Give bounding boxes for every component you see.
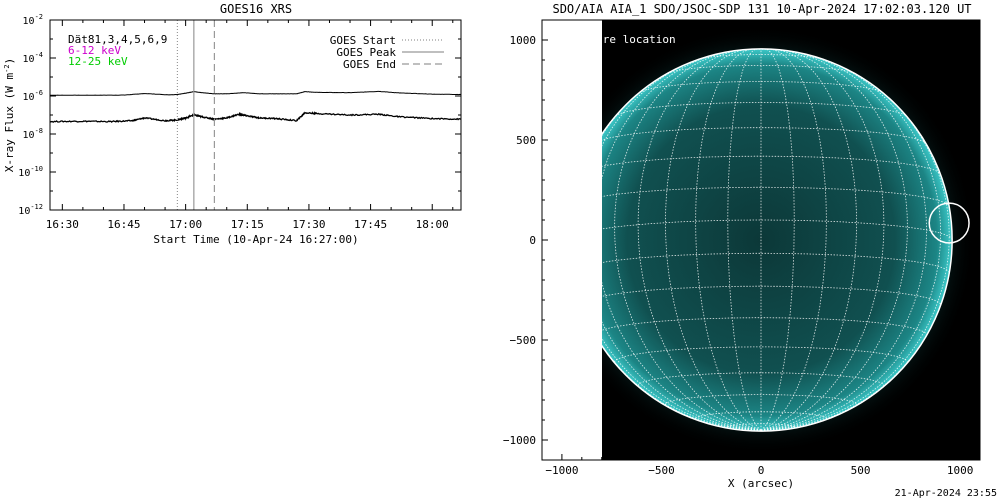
- goes-y-tick-base: 10: [18, 206, 30, 217]
- goes-x-axis-label: Start Time (10-Apr-24 16:27:00): [153, 233, 358, 246]
- aia-x-tick-label: −500: [648, 464, 675, 477]
- goes-y-tick-label: 10-4: [23, 51, 43, 65]
- goes-y-tick-base: 10: [23, 92, 35, 103]
- goes-xrs-plot: GOES16 XRS 16:30 16:45 17:00 17:15 17:30 17:4…: [3, 2, 462, 246]
- grid-longitude-line: [760, 76, 950, 431]
- grid-latitude-line: [665, 394, 857, 405]
- goes-y-tick-exponent: -12: [30, 203, 43, 211]
- grid-longitude-line: [760, 49, 858, 431]
- goes-plot-title: GOES16 XRS: [220, 2, 292, 16]
- goes-x-tick-label: 18:00: [416, 218, 449, 231]
- goes-series-short: [50, 111, 461, 124]
- heliographic-grid: [602, 48, 953, 431]
- grid-longitude-line: [760, 50, 908, 431]
- goes-y-tick-label: 10-6: [23, 89, 43, 103]
- grid-longitude-line: [760, 56, 942, 431]
- goes-x-tick-label: 16:30: [46, 218, 79, 231]
- goes-y-axis-label-sup: -2: [3, 64, 11, 72]
- goes-info-line: Dät81,3,4,5,6,9: [68, 33, 167, 46]
- aia-image-plot: SDO/AIA AIA_1 SDO/JSOC-SDP 131 10-Apr-20…: [503, 2, 981, 490]
- goes-y-axis-label-main: X-ray Flux (W m: [3, 72, 16, 172]
- goes-y-axis-label-close: ): [3, 58, 16, 65]
- aia-y-tick-label: −500: [510, 334, 537, 347]
- grid-latitude-line: [602, 127, 927, 145]
- aia-y-tick-label: 500: [516, 134, 536, 147]
- grid-longitude-line: [664, 49, 762, 431]
- goes-legend-label: GOES Peak: [336, 46, 396, 59]
- flare-location-annotation: re location: [603, 33, 676, 46]
- goes-y-tick-exponent: -6: [35, 89, 43, 97]
- goes-x-tick-label: 17:00: [169, 218, 202, 231]
- aia-y-tick-label: 0: [529, 234, 536, 247]
- aia-y-tick-label: 1000: [510, 34, 537, 47]
- goes-y-tick-base: 10: [23, 16, 35, 27]
- footer-timestamp: 21-Apr-2024 23:55: [895, 488, 997, 499]
- goes-y-tick-label: 10-2: [23, 13, 43, 27]
- aia-x-tick-label: 0: [758, 464, 765, 477]
- grid-longitude-line: [614, 50, 762, 431]
- goes-y-tick-base: 10: [18, 168, 30, 179]
- aia-x-tick-label: −1000: [545, 464, 578, 477]
- grid-latitude-line: [614, 346, 908, 363]
- goes-info-line: 6-12 keV: [68, 44, 121, 57]
- grid-latitude-line: [698, 54, 824, 60]
- aia-x-axis: −1000 −500 0 500 1000: [545, 454, 973, 477]
- goes-x-tick-label: 17:15: [231, 218, 264, 231]
- goes-x-tick-label: 17:30: [292, 218, 325, 231]
- aia-y-tick-label: −1000: [503, 434, 536, 447]
- goes-y-tick-base: 10: [23, 54, 35, 65]
- goes-y-tick-exponent: -8: [35, 127, 43, 135]
- goes-y-tick-exponent: -4: [35, 51, 43, 59]
- aia-x-tick-label: 500: [851, 464, 871, 477]
- grid-latitude-line: [602, 186, 950, 207]
- grid-latitude-line: [639, 81, 883, 93]
- aia-plot-title: SDO/AIA AIA_1 SDO/JSOC-SDP 131 10-Apr-20…: [552, 2, 971, 16]
- grid-longitude-line: [760, 48, 827, 431]
- goes-series-group: [50, 90, 461, 124]
- grid-latitude-line: [667, 65, 855, 74]
- goes-y-tick-label: 10-8: [23, 127, 43, 141]
- goes-info-line: 12-25 keV: [68, 55, 128, 68]
- goes-x-tick-label: 16:45: [107, 218, 140, 231]
- goes-y-tick-exponent: -2: [35, 13, 43, 21]
- goes-x-axis: 16:30 16:45 17:00 17:15 17:30 17:45 18:00: [46, 20, 454, 231]
- grid-longitude-line: [760, 48, 795, 431]
- goes-legend-label: GOES End: [343, 58, 396, 71]
- solar-limb: [602, 48, 953, 432]
- goes-y-axis-label: X-ray Flux (W m-2): [3, 58, 16, 172]
- goes-y-tick-base: 10: [23, 130, 35, 141]
- grid-longitude-line: [695, 48, 762, 431]
- aia-y-axis: −1000 −500 0 500 1000: [503, 34, 548, 447]
- flare-location-marker: [928, 202, 970, 244]
- goes-x-tick-label: 17:45: [354, 218, 387, 231]
- grid-latitude-line: [602, 252, 950, 274]
- aia-x-axis-label: X (arcsec): [728, 477, 794, 490]
- solar-disk: [602, 48, 953, 432]
- grid-longitude-line: [760, 51, 927, 431]
- aia-image-area: re location: [542, 20, 980, 460]
- aia-blank-region: [542, 20, 602, 460]
- goes-legend-label: GOES Start: [330, 34, 396, 47]
- goes-y-tick-label: 10-12: [18, 203, 43, 217]
- aia-x-tick-label: 1000: [947, 464, 974, 477]
- goes-event-lines: [176, 20, 215, 210]
- goes-y-tick-label: 10-10: [18, 165, 43, 179]
- grid-longitude-line: [602, 76, 762, 431]
- goes-series-long: [50, 90, 461, 96]
- grid-longitude-line: [727, 48, 762, 431]
- goes-y-tick-exponent: -10: [30, 165, 43, 173]
